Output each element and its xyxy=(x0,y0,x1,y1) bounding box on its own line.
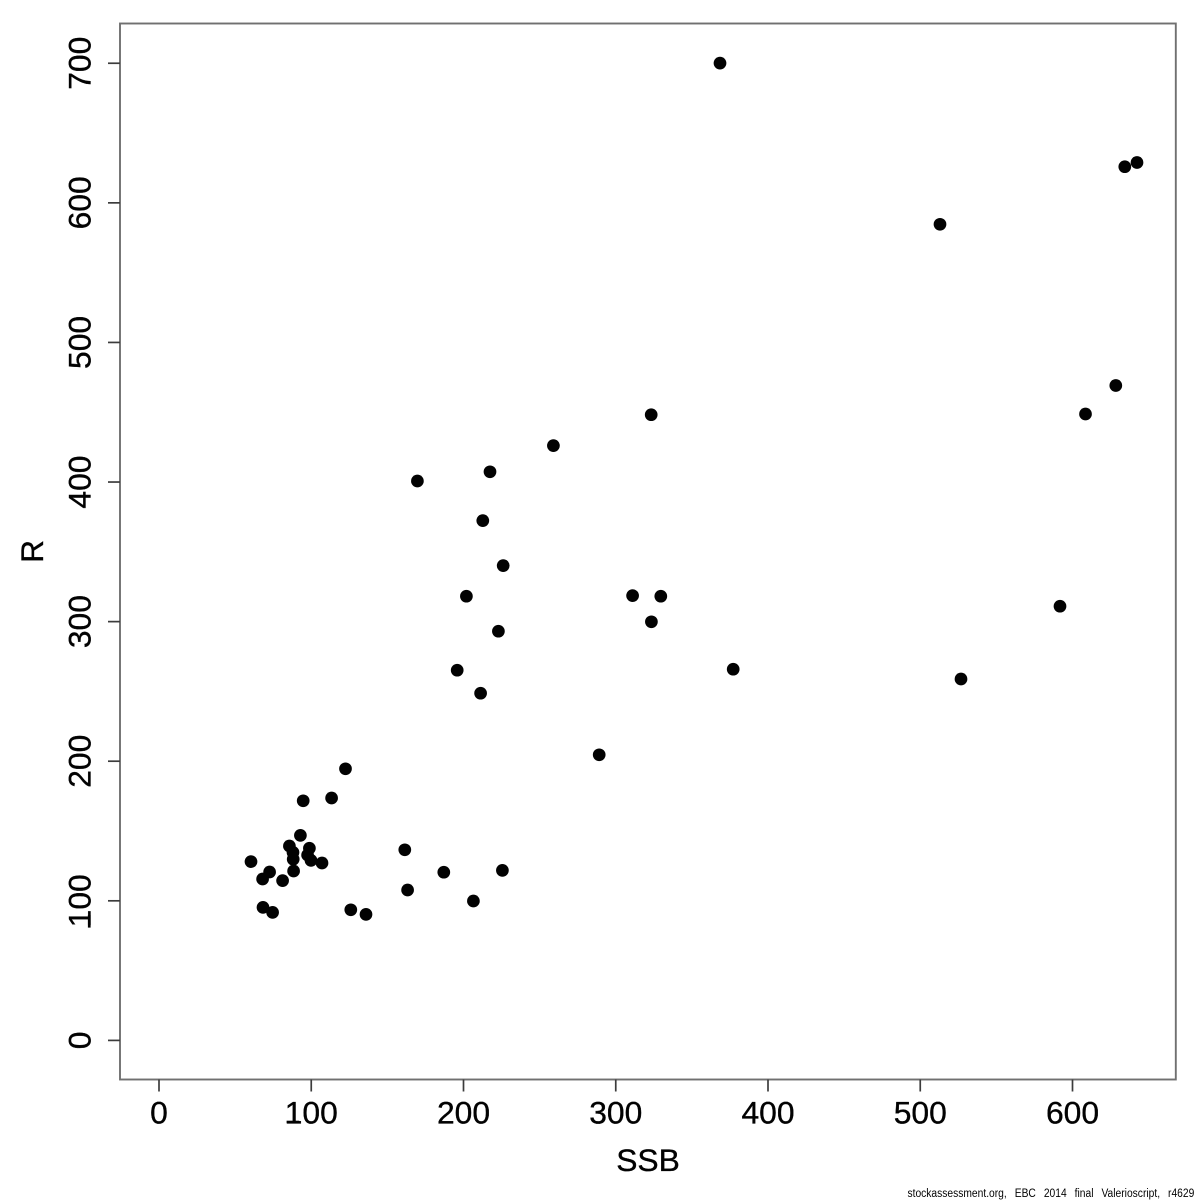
svg-text:0: 0 xyxy=(150,1094,168,1130)
svg-text:600: 600 xyxy=(1046,1094,1099,1130)
svg-text:500: 500 xyxy=(62,316,98,369)
svg-text:100: 100 xyxy=(285,1094,338,1130)
svg-text:400: 400 xyxy=(62,455,98,508)
svg-text:700: 700 xyxy=(62,37,98,90)
svg-text:100: 100 xyxy=(62,874,98,927)
svg-text:0: 0 xyxy=(62,1032,98,1050)
svg-text:200: 200 xyxy=(62,735,98,788)
svg-text:300: 300 xyxy=(62,595,98,648)
svg-text:SSB: SSB xyxy=(616,1142,680,1178)
svg-text:500: 500 xyxy=(894,1094,947,1130)
svg-text:300: 300 xyxy=(589,1094,642,1130)
svg-text:200: 200 xyxy=(437,1094,490,1130)
svg-text:R: R xyxy=(14,540,50,563)
svg-text:600: 600 xyxy=(62,176,98,229)
svg-text:stockassessment.org, EBC 201: stockassessment.org, EBC 2014 final Vale… xyxy=(907,1187,1194,1200)
svg-text:400: 400 xyxy=(741,1094,794,1130)
